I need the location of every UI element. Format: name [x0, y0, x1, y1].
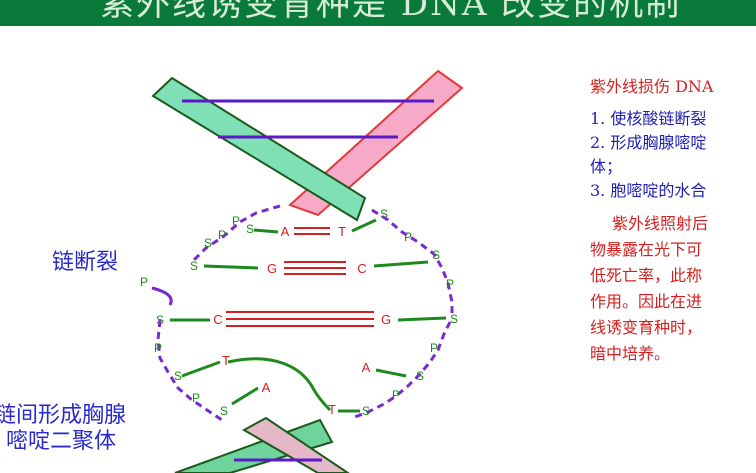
backbone-left-lower [156, 319, 223, 422]
base-connectors [170, 218, 447, 413]
backbone-top-left [190, 204, 281, 264]
connector-s-t [181, 360, 221, 378]
sugar-label: S [362, 404, 370, 418]
sugar-label: S [156, 313, 164, 327]
phosphate-label: P [232, 214, 240, 228]
thymine-dimer-label-line1: 链间形成胸腺 [0, 403, 127, 428]
title-banner: 紫外线诱变育种是 DNA 改变的机制 [0, 0, 756, 26]
note-item: 2. 形成胸腺嘧啶 [590, 133, 707, 152]
phosphate-label: P [430, 341, 438, 355]
phosphate-label: P [404, 230, 412, 244]
connector-s-a [253, 228, 279, 234]
phosphate-label: P [192, 391, 200, 405]
strand-break-label: 链断裂 [52, 250, 119, 275]
base-c2: C [357, 261, 366, 276]
base-g2: G [267, 261, 277, 276]
banner-title: 紫外线诱变育种是 DNA 改变的机制 [100, 0, 682, 24]
phosphate-label: P [218, 228, 226, 242]
base-a1: A [281, 224, 290, 239]
base-t4: T [222, 353, 230, 368]
connector-a-s [375, 368, 407, 378]
phosphate-label: P [392, 388, 400, 402]
base-t1: T [338, 224, 346, 239]
base-g3: G [381, 312, 391, 327]
connector-c-s [373, 260, 429, 268]
phosphate-label: P [446, 277, 454, 291]
note-item: 体； [590, 157, 623, 176]
paragraph-line: 紫外线照射后 [612, 214, 709, 233]
notes-heading: 紫外线损伤 DNA [590, 77, 714, 96]
paragraph-line: 作用。因此在进 [590, 292, 703, 311]
paragraph-line: 物暴露在光下可 [590, 240, 703, 259]
sugar-label: S [246, 222, 254, 236]
thymine-dimer-label-line2: 嘧啶二聚体 [6, 429, 117, 454]
sugar-label: S [220, 404, 228, 418]
phosphate-label: P [154, 341, 162, 355]
base-a5: A [262, 380, 271, 395]
paragraph-line: 线诱变育种时， [590, 318, 703, 337]
sugar-label: S [204, 236, 212, 250]
sugar-label: S [174, 369, 182, 383]
notes-panel: 紫外线损伤 DNA 1. 使核酸链断裂 2. 形成胸腺嘧啶 体； 3. 胞嘧啶的… [590, 75, 756, 367]
backbone-letters: P S P S S P S P S P S S P S P S P S P S [140, 207, 458, 418]
note-item: 1. 使核酸链断裂 [590, 109, 707, 128]
sugar-label: S [190, 259, 198, 273]
backbone [156, 204, 454, 422]
base-letters: A T G C C G T A A T [213, 224, 391, 417]
base-a4: A [362, 360, 371, 375]
base-pair-bonds [226, 227, 374, 327]
connector-s-a-low [231, 386, 259, 406]
backbone-top-right [371, 208, 454, 318]
top-helix [151, 69, 464, 222]
connector-s-g [203, 264, 259, 270]
paragraph-line: 暗中培养。 [590, 344, 671, 363]
note-item: 3. 胞嘧啶的水合 [590, 181, 707, 200]
sugar-label: S [432, 248, 440, 262]
dimer-bridge [227, 357, 332, 412]
notes-paragraph: 紫外线照射后 物暴露在光下可 低死亡率，此称 作用。因此在进 线诱变育种时， 暗… [590, 211, 756, 367]
paragraph-line: 低死亡率，此称 [590, 266, 703, 285]
base-c3: C [213, 312, 222, 327]
phosphate-label: P [140, 275, 148, 289]
connector-t-s [351, 218, 377, 233]
base-t5: T [328, 402, 336, 417]
broken-strand-arc [151, 286, 173, 306]
connector-g-s [397, 316, 447, 322]
sugar-label: S [380, 207, 388, 221]
sugar-label: S [416, 369, 424, 383]
teal-ribbon-top [151, 76, 367, 222]
bottom-helix [174, 416, 350, 473]
sugar-label: S [450, 312, 458, 326]
